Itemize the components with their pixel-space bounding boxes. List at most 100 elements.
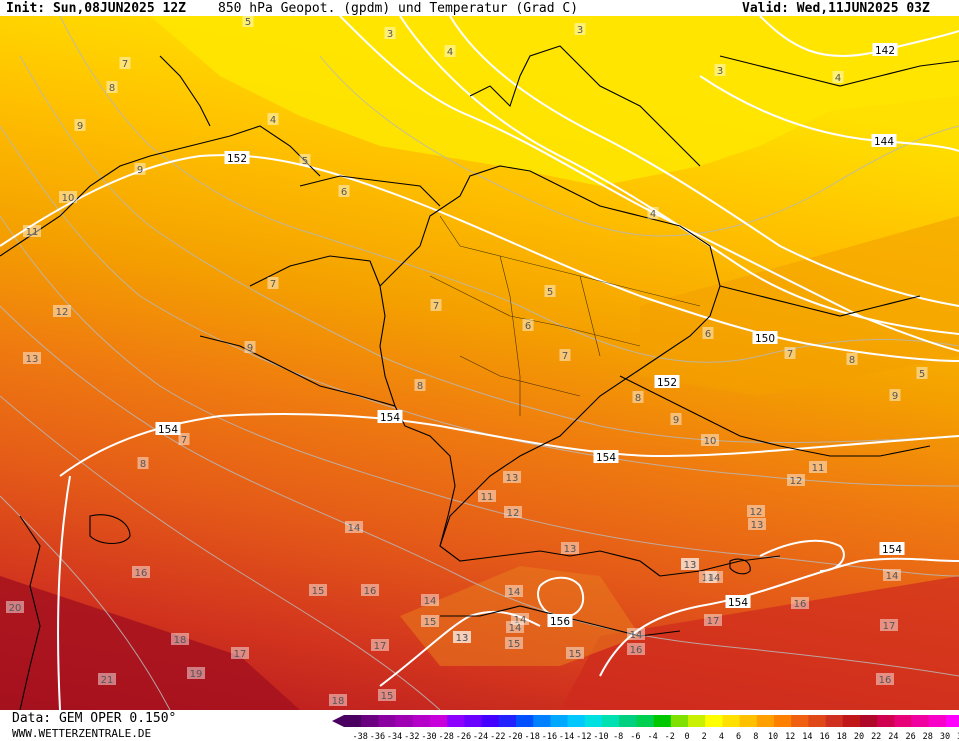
svg-text:14: 14 bbox=[508, 587, 521, 598]
svg-text:8: 8 bbox=[140, 459, 146, 470]
temperature-labels: 5 3 3 4 3 4 4 7 8 9 9 4 5 6 10 11 7 7 6 12 13 9 7 5 6 7 9 8 9 5 7 8 8 8 13… bbox=[6, 15, 928, 707]
svg-text:9: 9 bbox=[673, 415, 679, 426]
country-border bbox=[379, 165, 721, 577]
temperature-label: 19 bbox=[187, 667, 205, 680]
geopotential-label: 154 bbox=[879, 542, 905, 556]
temperature-label: 7 bbox=[119, 57, 131, 70]
state-border bbox=[439, 215, 701, 307]
colorbar-tick-label: -14 bbox=[559, 732, 574, 741]
colorbar-tick-label: 12 bbox=[785, 732, 795, 741]
temperature-label: 13 bbox=[681, 558, 699, 571]
svg-text:7: 7 bbox=[122, 59, 128, 70]
temperature-label: 7 bbox=[559, 349, 571, 362]
svg-text:18: 18 bbox=[174, 635, 187, 646]
colorbar-tick-label: 24 bbox=[888, 732, 898, 741]
temperature-label: 5 bbox=[242, 15, 254, 28]
temperature-label: 14 bbox=[421, 594, 439, 607]
geopotential-contour bbox=[0, 154, 959, 362]
country-border bbox=[249, 255, 381, 287]
svg-text:13: 13 bbox=[684, 560, 697, 571]
svg-text:14: 14 bbox=[708, 573, 721, 584]
geopotential-contour bbox=[699, 75, 959, 152]
svg-text:16: 16 bbox=[879, 675, 892, 686]
colorbar-swatch bbox=[653, 715, 672, 727]
state-border bbox=[579, 275, 601, 357]
isotherm-line bbox=[19, 55, 959, 444]
svg-text:154: 154 bbox=[596, 452, 616, 464]
header-bar: Init: Sun,08JUN2025 12Z 850 hPa Geopot. … bbox=[0, 0, 959, 16]
temperature-label: 12 bbox=[747, 505, 765, 518]
temperature-label: 17 bbox=[231, 647, 249, 660]
colorbar-tick-label: 6 bbox=[736, 732, 741, 741]
colorbar-tick-label: 4 bbox=[719, 732, 724, 741]
svg-text:7: 7 bbox=[562, 351, 568, 362]
colorbar-swatch bbox=[791, 715, 809, 727]
colorbar-swatch bbox=[911, 715, 930, 727]
map-title: 850 hPa Geopot. (gpdm) und Temperatur (G… bbox=[218, 1, 579, 16]
colorbar-swatch bbox=[739, 715, 758, 727]
geopotential-label: 152 bbox=[224, 151, 250, 165]
temperature-label: 12 bbox=[787, 474, 805, 487]
colorbar-tick-label: -10 bbox=[593, 732, 608, 741]
temperature-label: 4 bbox=[647, 207, 659, 220]
geopotential-contour bbox=[57, 475, 71, 711]
colorbar-tick-label: -6 bbox=[630, 732, 640, 741]
country-border bbox=[199, 335, 396, 407]
temperature-label: 16 bbox=[791, 597, 809, 610]
colorbar-swatch bbox=[842, 715, 861, 727]
temperature-label: 6 bbox=[702, 327, 714, 340]
temperature-label: 9 bbox=[670, 413, 682, 426]
svg-text:9: 9 bbox=[247, 343, 253, 354]
temperature-colorbar: -38 -36 -34 -32 -30 -28 -26 -24 -22 -20 -18 -16 -14-… bbox=[332, 715, 959, 741]
svg-text:8: 8 bbox=[109, 83, 115, 94]
svg-text:15: 15 bbox=[381, 691, 394, 702]
svg-text:15: 15 bbox=[424, 617, 437, 628]
temperature-label: 16 bbox=[361, 584, 379, 597]
coastline bbox=[0, 125, 321, 257]
temperature-label: 4 bbox=[832, 71, 844, 84]
temperature-label: 13 bbox=[681, 558, 699, 571]
website-label: WWW.WETTERZENTRALE.DE bbox=[12, 727, 152, 740]
temperature-label: 3 bbox=[574, 23, 586, 36]
colorbar-swatch bbox=[412, 715, 431, 727]
svg-text:14: 14 bbox=[424, 596, 437, 607]
svg-text:7: 7 bbox=[787, 349, 793, 360]
svg-text:7: 7 bbox=[270, 279, 276, 290]
svg-text:12: 12 bbox=[750, 507, 763, 518]
state-borders bbox=[429, 215, 701, 416]
svg-text:13: 13 bbox=[456, 633, 469, 644]
svg-text:5: 5 bbox=[547, 287, 553, 298]
temperature-label: 3 bbox=[714, 64, 726, 77]
svg-text:7: 7 bbox=[181, 435, 187, 446]
colorbar-swatch bbox=[567, 715, 586, 727]
temperature-label: 17 bbox=[880, 619, 898, 632]
temperature-label: 8 bbox=[632, 391, 644, 404]
isotherm-line bbox=[319, 55, 959, 237]
temperature-label: 9 bbox=[244, 341, 256, 354]
geopotential-label: 150 bbox=[752, 331, 778, 345]
isotherm-line bbox=[0, 495, 171, 711]
svg-text:6: 6 bbox=[705, 329, 711, 340]
svg-text:16: 16 bbox=[135, 568, 148, 579]
svg-text:152: 152 bbox=[227, 153, 247, 165]
country-border bbox=[379, 285, 456, 547]
colorbar-tick-label: -32 bbox=[404, 732, 419, 741]
colorbar-tick-label: 0 bbox=[684, 732, 689, 741]
temperature-label: 14 bbox=[506, 621, 524, 634]
svg-text:14: 14 bbox=[514, 615, 527, 626]
temperature-label: 15 bbox=[505, 637, 523, 650]
colorbar-swatch bbox=[395, 715, 414, 727]
svg-text:6: 6 bbox=[341, 187, 347, 198]
svg-text:4: 4 bbox=[447, 47, 453, 58]
svg-text:12: 12 bbox=[56, 307, 69, 318]
colorbar-swatch bbox=[894, 715, 912, 727]
colorbar-tick-label: -30 bbox=[421, 732, 436, 741]
svg-text:13: 13 bbox=[26, 354, 39, 365]
temperature-label: 14 bbox=[883, 569, 901, 582]
isotherm-line bbox=[0, 395, 441, 711]
svg-text:16: 16 bbox=[794, 599, 807, 610]
colorbar-swatch bbox=[550, 715, 568, 727]
colorbar-swatch bbox=[636, 715, 654, 727]
temperature-label: 14 bbox=[699, 571, 717, 584]
